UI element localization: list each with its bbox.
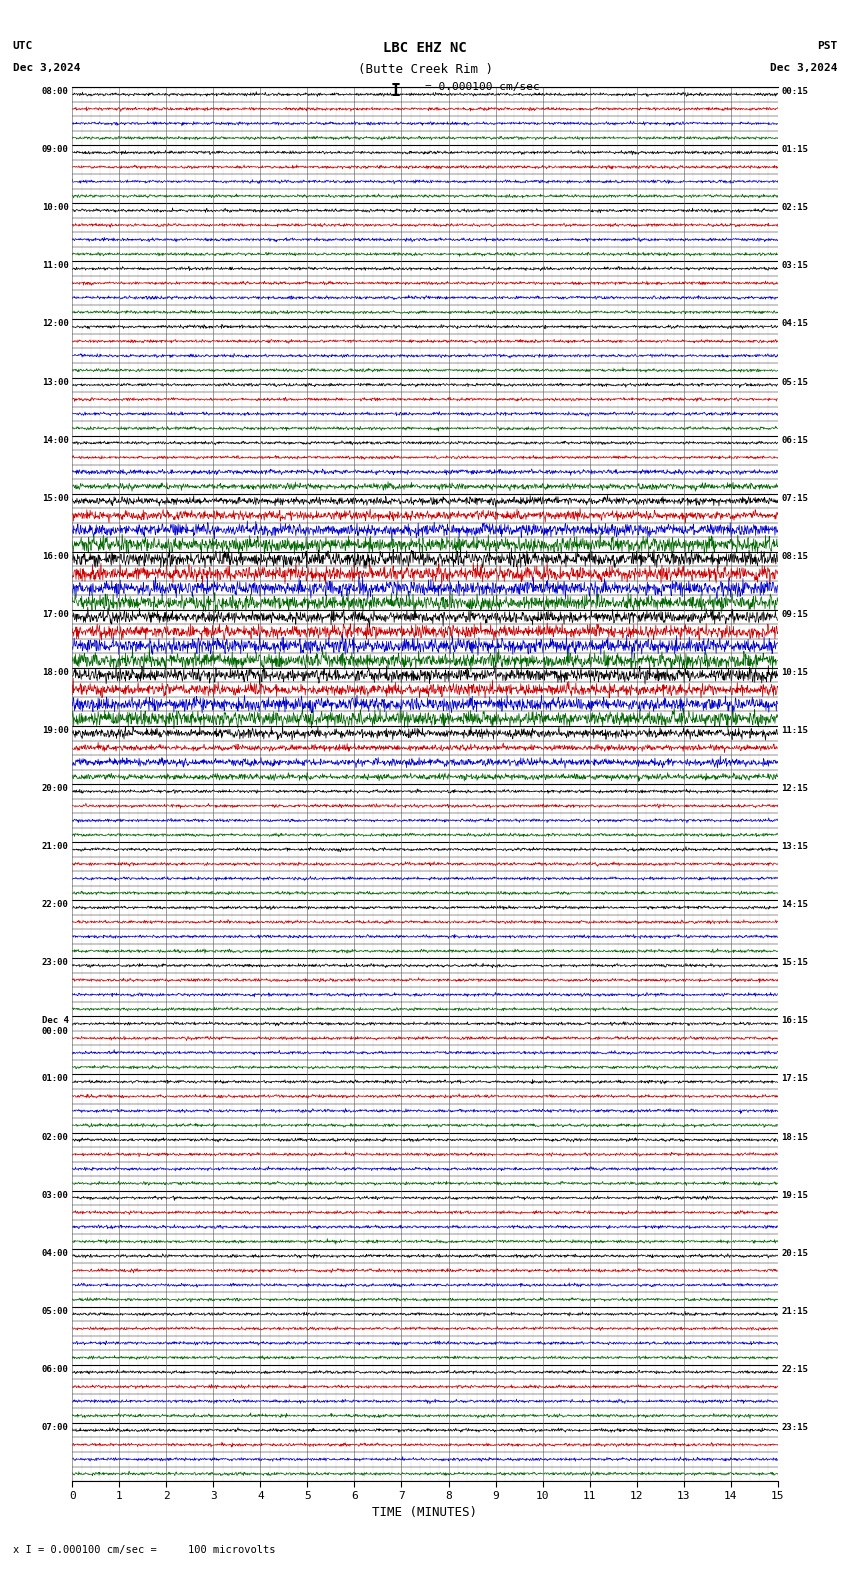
Text: 21:00: 21:00 — [42, 843, 69, 851]
Text: 21:15: 21:15 — [781, 1307, 808, 1316]
Text: 09:15: 09:15 — [781, 610, 808, 619]
Text: LBC EHZ NC: LBC EHZ NC — [383, 41, 467, 55]
Text: Dec 3,2024: Dec 3,2024 — [770, 63, 837, 73]
Text: 18:00: 18:00 — [42, 668, 69, 676]
Text: 08:15: 08:15 — [781, 551, 808, 561]
Text: 07:15: 07:15 — [781, 494, 808, 502]
Text: 10:15: 10:15 — [781, 668, 808, 676]
Text: Dec 4
00:00: Dec 4 00:00 — [42, 1017, 69, 1036]
Text: I: I — [390, 82, 400, 100]
Text: 08:00: 08:00 — [42, 87, 69, 97]
Text: 03:00: 03:00 — [42, 1191, 69, 1199]
Text: 13:00: 13:00 — [42, 377, 69, 386]
Text: 15:00: 15:00 — [42, 494, 69, 502]
Text: 19:00: 19:00 — [42, 725, 69, 735]
Text: PST: PST — [817, 41, 837, 51]
Text: 00:15: 00:15 — [781, 87, 808, 97]
Text: 16:15: 16:15 — [781, 1017, 808, 1025]
Text: 17:00: 17:00 — [42, 610, 69, 619]
Text: 22:00: 22:00 — [42, 900, 69, 909]
Text: 14:15: 14:15 — [781, 900, 808, 909]
Text: 22:15: 22:15 — [781, 1365, 808, 1373]
Text: 06:15: 06:15 — [781, 436, 808, 445]
Text: 01:00: 01:00 — [42, 1074, 69, 1083]
Text: (Butte Creek Rim ): (Butte Creek Rim ) — [358, 63, 492, 76]
Text: = 0.000100 cm/sec: = 0.000100 cm/sec — [425, 82, 540, 92]
Text: 02:00: 02:00 — [42, 1133, 69, 1142]
Text: 07:00: 07:00 — [42, 1422, 69, 1432]
Text: x I = 0.000100 cm/sec =     100 microvolts: x I = 0.000100 cm/sec = 100 microvolts — [13, 1546, 275, 1555]
Text: 02:15: 02:15 — [781, 203, 808, 212]
Text: 04:00: 04:00 — [42, 1248, 69, 1258]
Text: 01:15: 01:15 — [781, 146, 808, 154]
Text: 11:15: 11:15 — [781, 725, 808, 735]
Text: 11:00: 11:00 — [42, 261, 69, 271]
Text: Dec 3,2024: Dec 3,2024 — [13, 63, 80, 73]
Text: 13:15: 13:15 — [781, 843, 808, 851]
Text: 06:00: 06:00 — [42, 1365, 69, 1373]
X-axis label: TIME (MINUTES): TIME (MINUTES) — [372, 1506, 478, 1519]
Text: 23:00: 23:00 — [42, 958, 69, 968]
Text: 09:00: 09:00 — [42, 146, 69, 154]
Text: 14:00: 14:00 — [42, 436, 69, 445]
Text: 04:15: 04:15 — [781, 320, 808, 328]
Text: 16:00: 16:00 — [42, 551, 69, 561]
Text: 12:00: 12:00 — [42, 320, 69, 328]
Text: 05:00: 05:00 — [42, 1307, 69, 1316]
Text: 12:15: 12:15 — [781, 784, 808, 794]
Text: 05:15: 05:15 — [781, 377, 808, 386]
Text: 19:15: 19:15 — [781, 1191, 808, 1199]
Text: 17:15: 17:15 — [781, 1074, 808, 1083]
Text: 18:15: 18:15 — [781, 1133, 808, 1142]
Text: UTC: UTC — [13, 41, 33, 51]
Text: 23:15: 23:15 — [781, 1422, 808, 1432]
Text: 15:15: 15:15 — [781, 958, 808, 968]
Text: 20:00: 20:00 — [42, 784, 69, 794]
Text: 10:00: 10:00 — [42, 203, 69, 212]
Text: 20:15: 20:15 — [781, 1248, 808, 1258]
Text: 03:15: 03:15 — [781, 261, 808, 271]
